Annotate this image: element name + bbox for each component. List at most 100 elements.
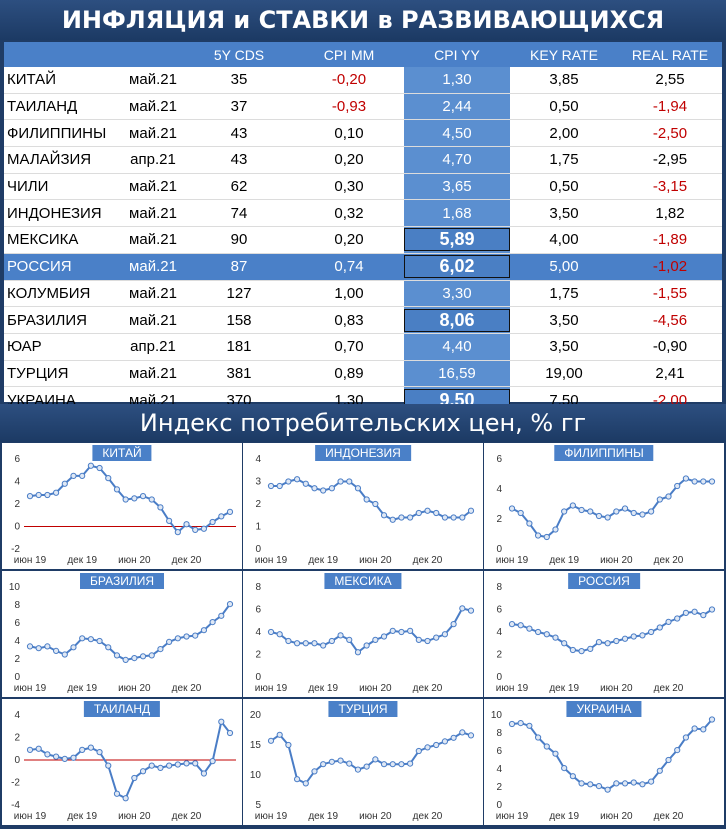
data-point — [276, 731, 283, 738]
month-cell: май.21 — [122, 173, 184, 201]
data-point — [415, 747, 422, 755]
data-point — [226, 508, 234, 515]
data-point — [337, 757, 344, 764]
data-point — [148, 496, 155, 503]
real-rate-cell: -2,50 — [618, 119, 722, 148]
data-point — [587, 508, 594, 515]
x-tick-label: июн 19 — [255, 683, 288, 694]
cpi-yy-cell: 4,50 — [404, 119, 510, 148]
data-point — [569, 773, 576, 780]
data-point — [604, 640, 611, 647]
x-tick-label: дек 19 — [308, 555, 338, 566]
cds-cell: 37 — [184, 93, 294, 121]
data-point — [424, 507, 431, 514]
chart-title: ТУРЦИЯ — [328, 701, 398, 717]
data-point — [682, 734, 690, 741]
data-point — [543, 533, 550, 541]
cpi-mm-cell: 0,70 — [294, 333, 404, 361]
real-rate-cell: 2,41 — [618, 360, 722, 388]
data-point — [311, 640, 318, 647]
x-tick-label: дек 20 — [654, 683, 684, 694]
y-tick-label: 2 — [14, 654, 20, 665]
table-row: КИТАЙ май.21 35 -0,20 1,30 3,85 2,55 — [4, 67, 722, 94]
data-point — [131, 655, 138, 662]
data-point — [285, 637, 292, 645]
data-point — [613, 508, 620, 515]
data-point — [122, 795, 129, 802]
cds-cell: 127 — [184, 280, 294, 308]
month-cell: май.21 — [122, 280, 184, 308]
data-point — [534, 734, 542, 741]
y-tick-label: 8 — [14, 600, 20, 611]
data-point — [44, 643, 51, 650]
data-point — [648, 508, 655, 515]
cpi-mm-cell: 0,83 — [294, 306, 404, 334]
column-header: REAL RATE — [618, 42, 722, 67]
line-chart: 0 2 4 6 8 июн 19 дек 19 июн 20 дек 20 — [496, 582, 716, 694]
data-point — [700, 612, 707, 619]
data-point — [552, 634, 559, 641]
data-point — [192, 760, 199, 767]
data-point — [450, 734, 457, 741]
data-point — [209, 518, 216, 526]
y-tick-label: 0 — [255, 672, 261, 683]
data-point — [630, 633, 637, 640]
cpi-yy-cell: 6,02 — [404, 253, 510, 281]
month-cell: май.21 — [122, 93, 184, 121]
cpi-mm-cell: 0,10 — [294, 119, 404, 148]
y-tick-label: 6 — [496, 605, 502, 616]
data-point — [433, 634, 440, 641]
y-tick-label: 0 — [14, 522, 20, 533]
data-point — [656, 496, 663, 503]
data-point — [328, 758, 335, 765]
data-point — [105, 762, 112, 769]
y-tick-label: -4 — [11, 800, 20, 811]
data-point — [328, 485, 335, 492]
data-point — [200, 525, 208, 532]
y-tick-label: 2 — [255, 650, 261, 661]
data-point — [508, 720, 516, 728]
y-tick-label: 4 — [255, 627, 261, 638]
chart-title: КИТАЙ — [92, 445, 152, 461]
cds-cell: 35 — [184, 67, 294, 94]
data-point — [174, 761, 181, 768]
series-line — [270, 607, 472, 654]
cpi-yy-boxed-value: 5,89 — [404, 228, 510, 252]
y-tick-label: 1 — [255, 522, 261, 533]
table-row: ЧИЛИ май.21 62 0,30 3,65 0,50 -3,15 — [4, 173, 722, 201]
cpi-yy-cell: 8,06 — [404, 306, 510, 334]
data-point — [35, 491, 42, 499]
y-tick-label: 10 — [9, 582, 21, 593]
rates-table: 5Y CDS CPI MM CPI YY KEY RATE REAL RATE … — [4, 42, 722, 414]
data-point — [691, 608, 698, 615]
data-point — [656, 767, 663, 774]
data-point — [415, 509, 422, 517]
y-tick-label: 0 — [496, 672, 502, 683]
cds-cell: 87 — [184, 253, 294, 281]
real-rate-cell: -3,15 — [618, 173, 722, 201]
data-point — [183, 760, 190, 767]
data-point — [87, 462, 94, 469]
chart-panel: 0 2 4 6 июн 19 дек 19 июн 20 дек 20 ФИЛИППИНЫ — [484, 443, 724, 569]
y-tick-label: 4 — [14, 636, 20, 647]
data-point — [346, 760, 353, 767]
data-point — [363, 642, 370, 649]
data-point — [674, 615, 681, 622]
data-point — [226, 729, 234, 737]
data-point — [328, 637, 335, 645]
data-point — [166, 762, 173, 769]
data-point — [604, 514, 611, 521]
data-point — [691, 725, 698, 732]
y-tick-label: 4 — [496, 627, 502, 638]
data-point — [441, 514, 449, 521]
data-point — [209, 619, 216, 626]
data-point — [380, 512, 388, 519]
x-tick-label: дек 19 — [549, 811, 579, 822]
cpi-mm-cell: -0,20 — [294, 67, 404, 94]
data-point — [508, 621, 516, 628]
key-rate-cell: 4,00 — [510, 226, 618, 254]
y-tick-label: 4 — [14, 710, 20, 721]
month-cell: май.21 — [122, 119, 184, 148]
y-tick-label: 6 — [14, 454, 20, 465]
y-tick-label: 3 — [255, 477, 261, 488]
